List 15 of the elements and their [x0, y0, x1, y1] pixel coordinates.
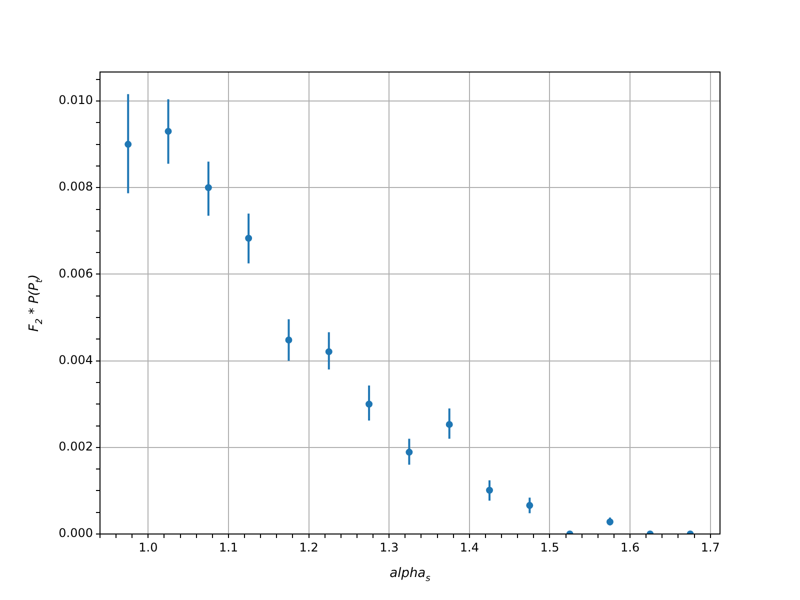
- y-tick-label: 0.000: [58, 526, 93, 540]
- x-tick-label: 1.1: [218, 540, 238, 554]
- y-tick-label: 0.008: [58, 180, 93, 194]
- y-tick-label: 0.002: [58, 440, 93, 454]
- x-tick-label: 1.7: [700, 540, 720, 554]
- x-tick-label: 1.0: [138, 540, 158, 554]
- y-tick-label: 0.004: [58, 352, 93, 367]
- x-tick-label: 1.2: [299, 540, 318, 554]
- y-tick-label: 0.006: [58, 266, 93, 280]
- x-tick-label: 1.6: [620, 540, 640, 554]
- y-tick-label: 0.010: [58, 93, 93, 108]
- y-axis-title: F2 * P(Pt): [27, 274, 45, 332]
- x-tick-label: 1.3: [380, 540, 399, 554]
- x-tick-label: 1.5: [540, 540, 560, 554]
- x-tick-label: 1.4: [460, 540, 479, 554]
